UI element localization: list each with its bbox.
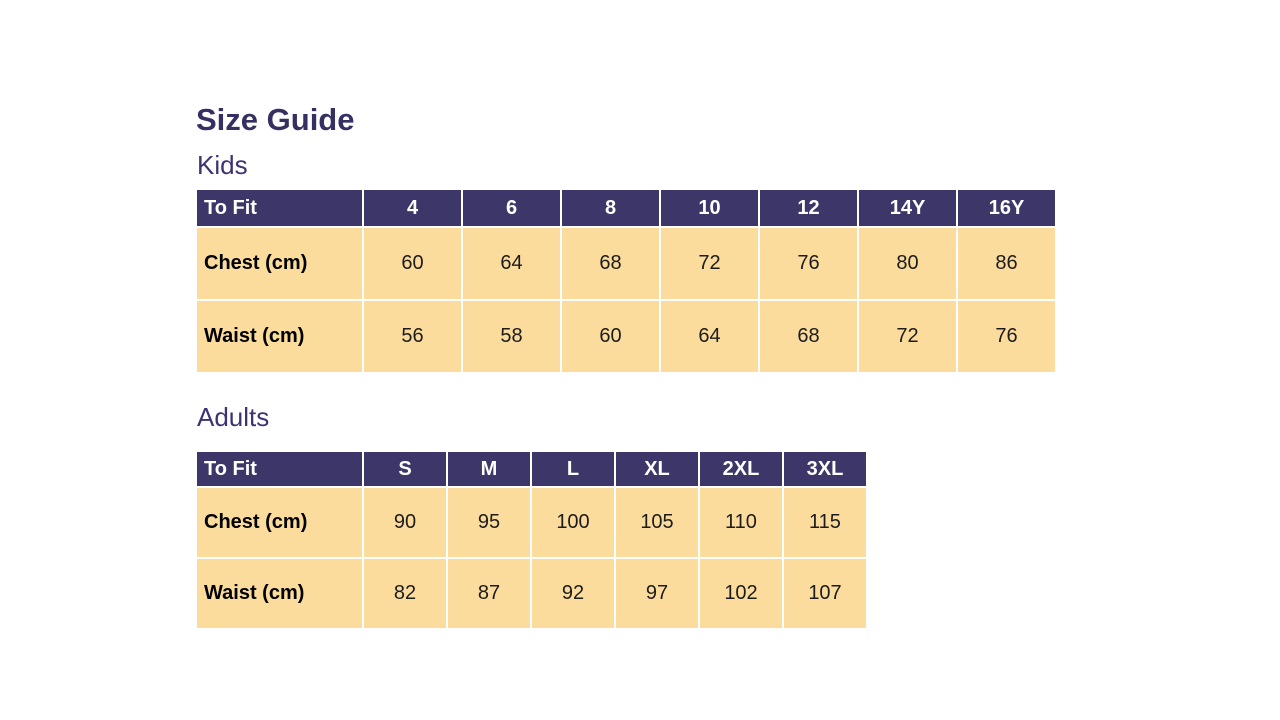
kids-chest-value: 64 xyxy=(461,226,562,301)
adults-header-size: 3XL xyxy=(782,450,868,488)
kids-header-size: 16Y xyxy=(956,188,1057,228)
adults-chest-value: 115 xyxy=(782,486,868,559)
adults-chest-value: 100 xyxy=(530,486,616,559)
adults-chest-row: Chest (cm) 90 95 100 105 110 115 xyxy=(195,486,868,559)
adults-chest-value: 95 xyxy=(446,486,532,559)
kids-waist-value: 56 xyxy=(362,299,463,374)
adults-waist-value: 102 xyxy=(698,557,784,630)
kids-header-to-fit: To Fit xyxy=(195,188,364,228)
adults-size-table: To Fit S M L XL 2XL 3XL Chest (cm) 90 95… xyxy=(195,450,868,630)
adults-header-size: 2XL xyxy=(698,450,784,488)
kids-chest-value: 80 xyxy=(857,226,958,301)
adults-header-size: S xyxy=(362,450,448,488)
kids-header-size: 12 xyxy=(758,188,859,228)
adults-header-row: To Fit S M L XL 2XL 3XL xyxy=(195,450,868,488)
kids-chest-value: 76 xyxy=(758,226,859,301)
adults-waist-value: 107 xyxy=(782,557,868,630)
kids-chest-value: 72 xyxy=(659,226,760,301)
adults-waist-value: 82 xyxy=(362,557,448,630)
kids-waist-value: 76 xyxy=(956,299,1057,374)
adults-waist-value: 92 xyxy=(530,557,616,630)
adults-header-to-fit: To Fit xyxy=(195,450,364,488)
kids-waist-value: 64 xyxy=(659,299,760,374)
adults-waist-value: 97 xyxy=(614,557,700,630)
kids-header-size: 4 xyxy=(362,188,463,228)
kids-waist-value: 68 xyxy=(758,299,859,374)
kids-waist-value: 72 xyxy=(857,299,958,374)
adults-header-size: XL xyxy=(614,450,700,488)
kids-size-table: To Fit 4 6 8 10 12 14Y 16Y Chest (cm) 60… xyxy=(195,188,1057,374)
section-heading-adults: Adults xyxy=(197,402,270,432)
kids-chest-value: 60 xyxy=(362,226,463,301)
adults-chest-value: 105 xyxy=(614,486,700,559)
adults-header-size: M xyxy=(446,450,532,488)
adults-waist-label: Waist (cm) xyxy=(195,557,364,630)
kids-header-size: 6 xyxy=(461,188,562,228)
kids-chest-row: Chest (cm) 60 64 68 72 76 80 86 xyxy=(195,226,1057,301)
kids-chest-value: 68 xyxy=(560,226,661,301)
kids-waist-value: 60 xyxy=(560,299,661,374)
kids-waist-label: Waist (cm) xyxy=(195,299,364,374)
adults-chest-value: 110 xyxy=(698,486,784,559)
kids-header-size: 8 xyxy=(560,188,661,228)
adults-waist-row: Waist (cm) 82 87 92 97 102 107 xyxy=(195,557,868,630)
adults-chest-label: Chest (cm) xyxy=(195,486,364,559)
kids-waist-value: 58 xyxy=(461,299,562,374)
page-title: Size Guide xyxy=(196,102,355,137)
kids-header-row: To Fit 4 6 8 10 12 14Y 16Y xyxy=(195,188,1057,228)
kids-header-size: 14Y xyxy=(857,188,958,228)
section-heading-kids: Kids xyxy=(197,150,248,180)
kids-waist-row: Waist (cm) 56 58 60 64 68 72 76 xyxy=(195,299,1057,374)
kids-header-size: 10 xyxy=(659,188,760,228)
kids-chest-value: 86 xyxy=(956,226,1057,301)
kids-chest-label: Chest (cm) xyxy=(195,226,364,301)
adults-waist-value: 87 xyxy=(446,557,532,630)
adults-chest-value: 90 xyxy=(362,486,448,559)
adults-header-size: L xyxy=(530,450,616,488)
